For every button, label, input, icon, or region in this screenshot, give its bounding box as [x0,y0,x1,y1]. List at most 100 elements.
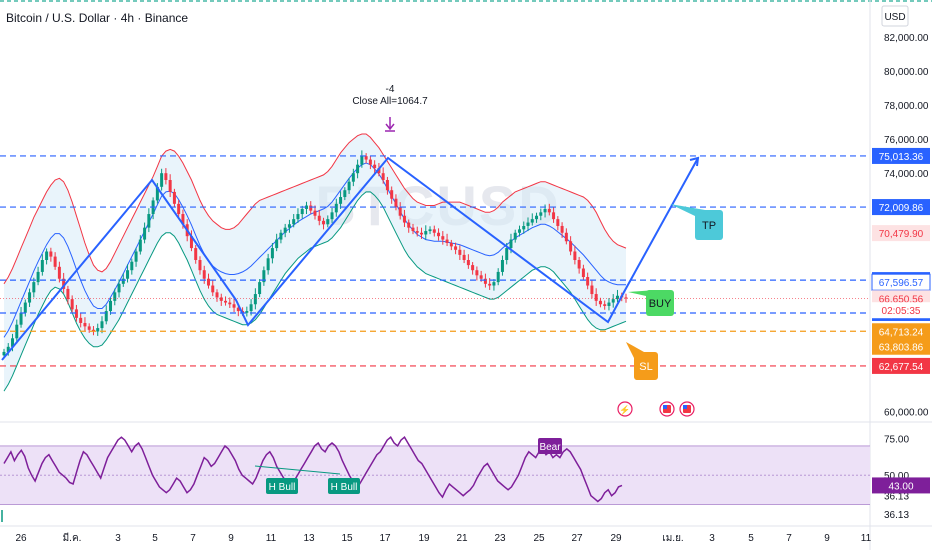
tp-arrow-head [689,156,700,167]
candle-body [552,212,556,220]
candle-body [66,288,70,300]
candle-body [339,197,343,204]
candle-body [347,181,351,191]
price-tick-label: 60,000.00 [884,407,929,418]
price-level-tag [872,199,930,216]
candle-body [11,338,15,347]
candle-body [232,304,236,308]
candle-body [70,299,74,310]
rsi-tick-label: 50.00 [884,471,909,482]
time-tick-label: 21 [456,533,468,544]
time-tick-label: 23 [494,533,506,544]
time-tick-label: 5 [152,533,158,544]
candle-body [445,239,449,243]
rsi-tick-label: 36.13 [884,510,909,521]
candle-body [458,249,462,255]
candle-body [475,270,479,276]
h-bull-badge-label: H Bull [331,482,358,493]
candle-body [219,297,223,301]
candle-body [202,270,206,279]
candle-body [496,271,500,283]
candle-body [287,224,291,228]
candle-body [390,190,394,199]
candle-body [594,294,598,301]
time-tick-label: มี.ค. [63,532,82,544]
candle-body [556,219,560,226]
candle-body [292,219,296,225]
candle-body [573,251,577,260]
candle-body [189,236,193,249]
candle-body [134,251,138,262]
candle-body [266,258,270,271]
candle-body [117,283,121,293]
candle-body [509,239,513,249]
candle-body [530,219,534,223]
time-tick-label: 3 [709,533,715,544]
candle-body [471,265,475,271]
candle-body [522,225,526,230]
candle-body [407,222,411,228]
candle-body [624,297,628,299]
bollinger-band-fill [4,134,626,392]
candle-body [32,282,36,293]
h-bull-badge-label: H Bull [269,482,296,493]
price-tag [871,273,931,291]
candle-body [462,254,466,260]
candle-body [126,270,130,279]
price-level-tag-label: 75,013.36 [879,152,924,163]
candle-body [62,278,66,289]
candle-body [313,210,317,216]
price-level-tag-label: 64,713.24 [879,327,924,338]
sl-callout-box [634,352,658,380]
candle-body [581,268,585,278]
time-tick-label: 26 [15,533,27,544]
candle-body [586,277,590,286]
candle-body [381,173,385,180]
candle-body [356,164,360,174]
price-tick-label: 76,000.00 [884,135,929,146]
candle-body [449,242,453,247]
buy-callout-box [646,290,674,316]
time-tick-label: 19 [418,533,430,544]
bear-badge-box [538,438,562,454]
candle-body [492,282,496,286]
sl-callout-label: SL [639,361,652,373]
currency-button [881,5,909,27]
candle-body [15,324,19,339]
candle-body [96,328,100,332]
price-tag-label: 70,479.90 [879,229,924,240]
candle-body [590,285,594,295]
candle-body [317,215,321,221]
candle-body [466,260,470,266]
price-level-tag-label: 72,009.86 [879,203,924,214]
candle-body [147,214,151,228]
price-tag [872,302,930,319]
time-tick-label: 11 [266,533,277,544]
zigzag-drawing [1,156,699,361]
bear-badge-label: Bear [539,442,561,453]
candle-body [415,231,419,233]
candle-body [437,232,441,237]
candle-body [160,173,164,187]
candle-body [198,260,202,271]
rsi-tick-label: 75.00 [884,435,909,446]
candle-body [309,205,313,211]
candle-body [262,270,266,283]
time-tick-label: 11 [861,533,872,544]
candle-body [177,203,181,215]
candle-body [215,292,219,298]
candle-body [513,232,517,240]
candle-body [577,260,581,269]
rsi-line [3,436,623,503]
rsi-value-tag-label: 43.00 [888,481,913,492]
currency-label: USD [884,12,905,23]
candle-body [607,302,611,306]
candle-body [249,304,253,312]
candle-body [23,302,27,313]
price-tag [872,225,930,242]
price-level-tag [872,147,930,164]
candle-body [121,278,125,284]
price-level-tag [872,323,930,340]
